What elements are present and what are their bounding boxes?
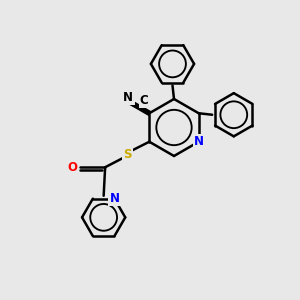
Text: N: N [123,91,133,104]
Text: O: O [67,161,77,174]
Text: C: C [140,94,148,106]
Text: N: N [110,192,119,205]
Text: N: N [194,135,204,148]
Text: S: S [123,148,131,161]
